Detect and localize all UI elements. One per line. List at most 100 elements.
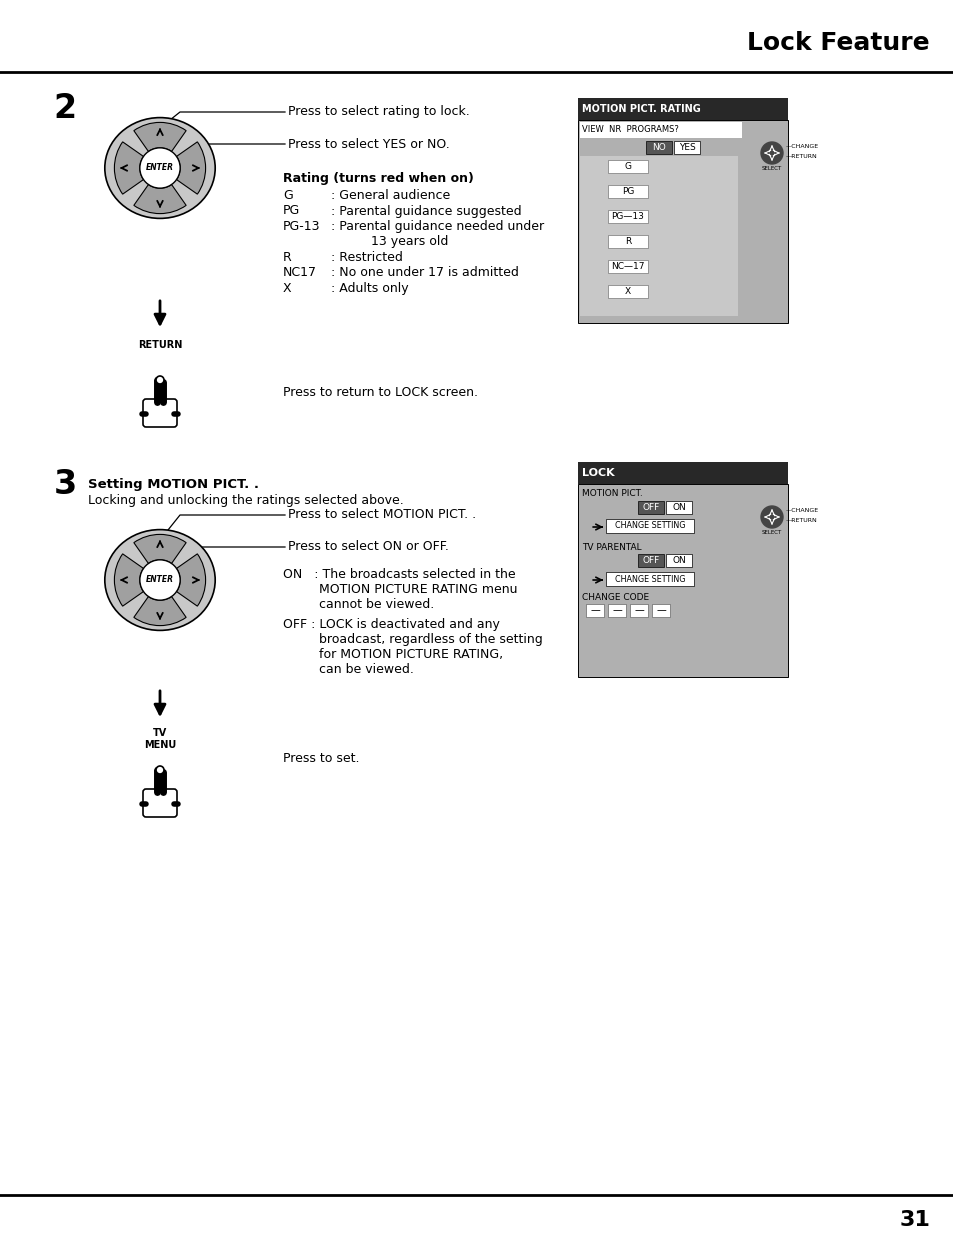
FancyBboxPatch shape bbox=[578, 462, 787, 484]
Text: 13 years old: 13 years old bbox=[331, 236, 448, 248]
FancyBboxPatch shape bbox=[585, 604, 603, 618]
FancyBboxPatch shape bbox=[638, 501, 663, 514]
Wedge shape bbox=[176, 553, 206, 606]
FancyBboxPatch shape bbox=[579, 122, 741, 138]
Text: Lock Feature: Lock Feature bbox=[746, 31, 929, 56]
FancyBboxPatch shape bbox=[143, 789, 177, 818]
Text: CHANGE SETTING: CHANGE SETTING bbox=[614, 521, 684, 531]
Circle shape bbox=[760, 142, 782, 164]
Text: ENTER: ENTER bbox=[146, 576, 173, 584]
Text: CHANGE CODE: CHANGE CODE bbox=[581, 593, 648, 601]
FancyBboxPatch shape bbox=[579, 156, 738, 316]
Text: NC17: NC17 bbox=[283, 267, 316, 279]
FancyBboxPatch shape bbox=[638, 555, 663, 567]
Text: R: R bbox=[283, 251, 292, 264]
Text: PG-13: PG-13 bbox=[283, 220, 320, 233]
Text: NC—17: NC—17 bbox=[611, 262, 644, 270]
Text: —: — bbox=[612, 605, 621, 615]
Text: —: — bbox=[634, 605, 643, 615]
Text: PG: PG bbox=[621, 186, 634, 196]
Text: : Parental guidance suggested: : Parental guidance suggested bbox=[331, 205, 521, 217]
Text: ON: ON bbox=[672, 503, 685, 513]
Circle shape bbox=[156, 766, 164, 774]
Text: G: G bbox=[624, 162, 631, 170]
Ellipse shape bbox=[105, 530, 215, 630]
Wedge shape bbox=[133, 122, 186, 152]
Wedge shape bbox=[133, 597, 186, 626]
FancyBboxPatch shape bbox=[578, 98, 787, 120]
Text: Rating (turns red when on): Rating (turns red when on) bbox=[283, 172, 474, 185]
Wedge shape bbox=[133, 184, 186, 214]
FancyBboxPatch shape bbox=[143, 399, 177, 427]
Text: LOCK: LOCK bbox=[581, 468, 614, 478]
Text: Setting MOTION PICT. .: Setting MOTION PICT. . bbox=[88, 478, 258, 492]
Text: ON   : The broadcasts selected in the: ON : The broadcasts selected in the bbox=[283, 568, 515, 580]
Text: 3: 3 bbox=[53, 468, 76, 500]
Text: OFF: OFF bbox=[641, 503, 659, 513]
Wedge shape bbox=[114, 553, 143, 606]
Wedge shape bbox=[133, 535, 186, 563]
FancyBboxPatch shape bbox=[605, 519, 693, 534]
Text: PG: PG bbox=[283, 205, 300, 217]
Text: Press to return to LOCK screen.: Press to return to LOCK screen. bbox=[283, 387, 477, 399]
Text: TV PARENTAL: TV PARENTAL bbox=[581, 542, 641, 552]
Text: R: R bbox=[624, 237, 631, 246]
Text: OFF : LOCK is deactivated and any: OFF : LOCK is deactivated and any bbox=[283, 618, 499, 631]
Circle shape bbox=[140, 148, 180, 188]
Text: TV
MENU: TV MENU bbox=[144, 727, 176, 750]
Text: SELECT: SELECT bbox=[761, 165, 781, 170]
Text: CHANGE SETTING: CHANGE SETTING bbox=[614, 574, 684, 583]
Text: —: — bbox=[590, 605, 599, 615]
Text: : No one under 17 is admitted: : No one under 17 is admitted bbox=[331, 267, 518, 279]
Text: : Restricted: : Restricted bbox=[331, 251, 402, 264]
Text: X: X bbox=[283, 282, 292, 295]
FancyBboxPatch shape bbox=[607, 235, 647, 248]
Text: —RETURN: —RETURN bbox=[785, 154, 817, 159]
Text: : General audience: : General audience bbox=[331, 189, 450, 203]
Text: —CHANGE: —CHANGE bbox=[785, 144, 819, 149]
Text: SELECT: SELECT bbox=[761, 530, 781, 535]
FancyBboxPatch shape bbox=[665, 501, 691, 514]
Text: 31: 31 bbox=[898, 1210, 929, 1230]
Wedge shape bbox=[176, 142, 206, 194]
Text: OFF: OFF bbox=[641, 556, 659, 564]
Text: ENTER: ENTER bbox=[146, 163, 173, 173]
Text: —: — bbox=[656, 605, 665, 615]
FancyBboxPatch shape bbox=[607, 210, 647, 224]
FancyBboxPatch shape bbox=[645, 141, 671, 154]
Text: : Parental guidance needed under: : Parental guidance needed under bbox=[331, 220, 543, 233]
Circle shape bbox=[156, 375, 164, 384]
Text: G: G bbox=[283, 189, 293, 203]
FancyBboxPatch shape bbox=[673, 141, 700, 154]
Text: VIEW  NR  PROGRAMS?: VIEW NR PROGRAMS? bbox=[581, 126, 679, 135]
FancyBboxPatch shape bbox=[607, 261, 647, 273]
Text: can be viewed.: can be viewed. bbox=[283, 663, 414, 676]
FancyBboxPatch shape bbox=[607, 604, 625, 618]
Ellipse shape bbox=[105, 117, 215, 219]
FancyBboxPatch shape bbox=[607, 285, 647, 298]
FancyBboxPatch shape bbox=[605, 572, 693, 585]
FancyBboxPatch shape bbox=[629, 604, 647, 618]
Text: Press to set.: Press to set. bbox=[283, 752, 359, 764]
Text: YES: YES bbox=[678, 143, 695, 152]
Text: 2: 2 bbox=[53, 91, 76, 125]
Text: —CHANGE: —CHANGE bbox=[785, 509, 819, 514]
FancyBboxPatch shape bbox=[665, 555, 691, 567]
Text: broadcast, regardless of the setting: broadcast, regardless of the setting bbox=[283, 634, 542, 646]
Circle shape bbox=[140, 559, 180, 600]
Text: MOTION PICTURE RATING menu: MOTION PICTURE RATING menu bbox=[283, 583, 517, 597]
Text: for MOTION PICTURE RATING,: for MOTION PICTURE RATING, bbox=[283, 648, 502, 661]
Text: MOTION PICT.: MOTION PICT. bbox=[581, 489, 642, 499]
Text: Locking and unlocking the ratings selected above.: Locking and unlocking the ratings select… bbox=[88, 494, 403, 508]
FancyBboxPatch shape bbox=[578, 484, 787, 677]
Text: —RETURN: —RETURN bbox=[785, 519, 817, 524]
FancyBboxPatch shape bbox=[607, 161, 647, 173]
Text: Press to select rating to lock.: Press to select rating to lock. bbox=[288, 105, 469, 119]
Text: Press to select YES or NO.: Press to select YES or NO. bbox=[288, 137, 449, 151]
Text: PG—13: PG—13 bbox=[611, 212, 644, 221]
Text: X: X bbox=[624, 287, 630, 296]
FancyBboxPatch shape bbox=[578, 120, 787, 324]
Wedge shape bbox=[114, 142, 143, 194]
Circle shape bbox=[760, 506, 782, 529]
Text: RETURN: RETURN bbox=[137, 340, 182, 350]
